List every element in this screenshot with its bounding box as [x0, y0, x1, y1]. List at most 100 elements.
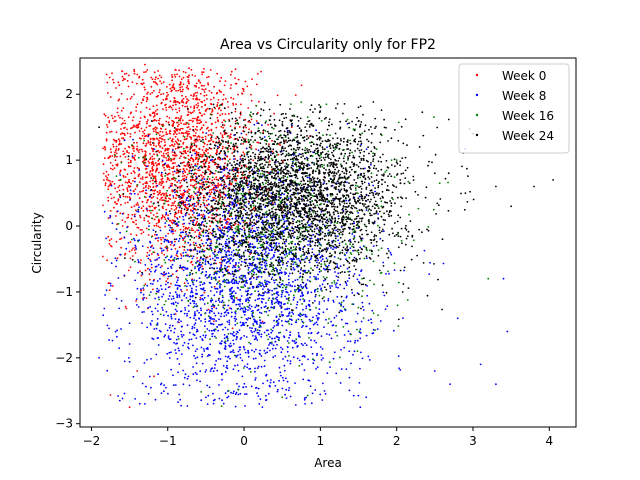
data-point	[183, 249, 186, 251]
data-point	[227, 257, 229, 260]
data-point	[276, 296, 278, 299]
data-point	[177, 117, 180, 119]
data-point	[235, 276, 238, 279]
data-point	[299, 295, 302, 298]
data-point	[158, 117, 161, 120]
data-point	[153, 224, 156, 227]
data-point	[202, 334, 205, 337]
data-point	[152, 288, 154, 291]
data-point	[149, 170, 152, 173]
data-point	[352, 394, 355, 397]
data-point	[122, 132, 124, 135]
data-point	[180, 325, 183, 328]
data-point	[194, 357, 197, 360]
data-point	[249, 308, 252, 310]
data-point	[206, 186, 208, 189]
data-point	[163, 156, 166, 159]
data-point	[133, 205, 136, 208]
data-point	[195, 94, 198, 97]
data-point	[111, 285, 114, 287]
data-point	[198, 187, 201, 190]
data-point	[227, 245, 230, 248]
data-point	[150, 358, 152, 360]
data-point	[169, 338, 172, 340]
data-point	[130, 172, 133, 175]
data-point	[176, 125, 179, 128]
data-point	[241, 219, 244, 222]
data-point	[210, 297, 213, 300]
data-point	[224, 162, 226, 165]
data-point	[203, 350, 206, 352]
data-point	[235, 82, 238, 85]
data-point	[408, 213, 410, 216]
data-point	[353, 256, 356, 259]
data-point	[159, 278, 161, 280]
data-point	[337, 215, 340, 218]
data-point	[200, 174, 203, 177]
data-point	[433, 116, 435, 119]
data-point	[172, 204, 175, 207]
data-point	[162, 273, 164, 276]
data-point	[203, 178, 206, 181]
data-point	[232, 331, 235, 334]
data-point	[200, 214, 203, 216]
data-point	[322, 276, 325, 278]
data-point	[200, 288, 203, 290]
data-point	[291, 285, 294, 288]
data-point	[156, 113, 158, 116]
data-point	[273, 325, 276, 327]
data-point	[250, 385, 253, 388]
data-point	[109, 394, 112, 396]
data-point	[177, 371, 179, 374]
data-point	[179, 205, 182, 207]
data-point	[119, 116, 121, 119]
data-point	[207, 166, 210, 169]
data-point	[158, 134, 161, 137]
data-point	[201, 271, 204, 274]
data-point	[224, 326, 227, 329]
data-point	[188, 67, 190, 70]
data-point	[219, 293, 222, 295]
data-point	[136, 167, 139, 169]
data-point	[115, 152, 118, 155]
data-point	[149, 246, 152, 249]
data-point	[295, 288, 298, 291]
data-point	[187, 342, 190, 345]
data-point	[215, 300, 217, 303]
data-point	[170, 313, 173, 316]
data-point	[316, 266, 318, 269]
data-point	[354, 339, 357, 342]
data-point	[296, 303, 298, 306]
data-point	[122, 137, 125, 140]
data-point	[200, 314, 203, 317]
data-point	[201, 283, 204, 286]
data-point	[171, 151, 174, 153]
data-point	[291, 339, 294, 342]
data-point	[206, 403, 209, 405]
data-point	[309, 258, 312, 261]
data-point	[106, 324, 109, 327]
data-point	[228, 254, 231, 257]
data-point	[174, 349, 177, 351]
data-point	[142, 287, 145, 289]
data-point	[211, 333, 214, 335]
data-point	[261, 282, 263, 285]
data-point	[151, 197, 153, 199]
data-point	[372, 312, 375, 315]
data-point	[175, 128, 178, 130]
data-point	[228, 319, 231, 322]
data-point	[126, 128, 128, 131]
data-point	[177, 209, 180, 212]
data-point	[139, 117, 142, 119]
data-point	[168, 117, 171, 119]
data-point	[133, 141, 135, 144]
data-point	[210, 278, 213, 280]
data-point	[197, 102, 199, 105]
data-point	[318, 303, 321, 305]
data-point	[133, 70, 136, 73]
data-point	[296, 301, 299, 304]
data-point	[238, 258, 241, 261]
data-point	[320, 270, 323, 272]
data-point	[177, 240, 180, 243]
data-point	[250, 93, 252, 96]
